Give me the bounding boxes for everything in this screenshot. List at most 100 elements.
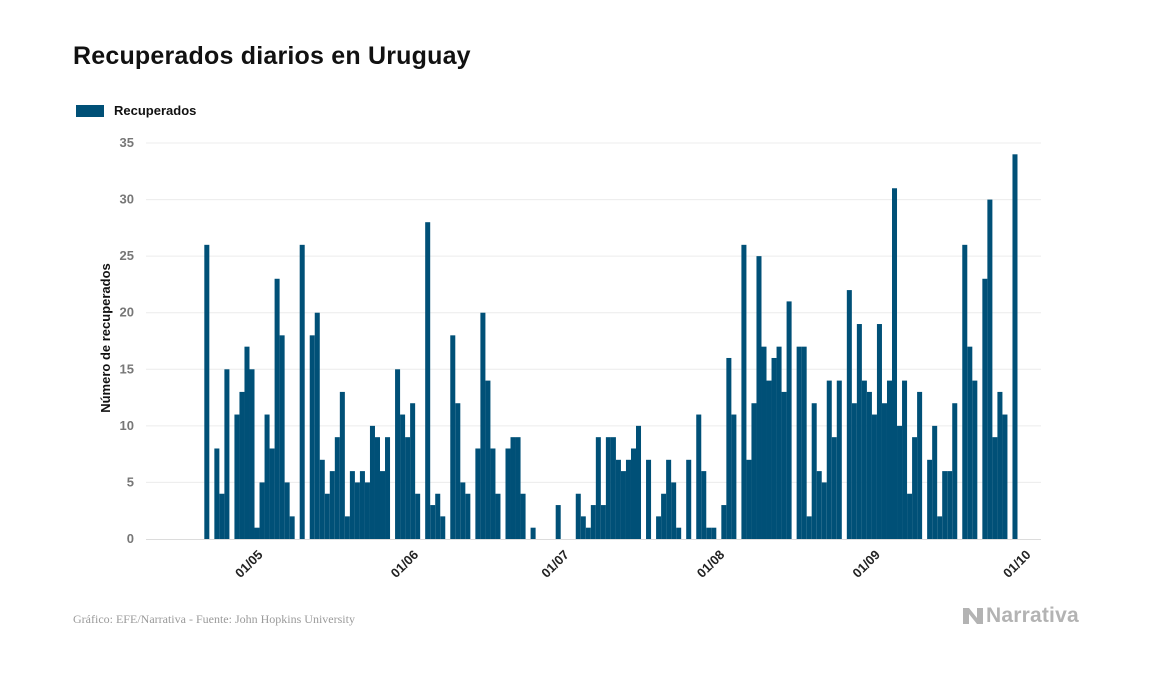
bar [485,380,491,539]
bar [279,335,285,539]
bar [796,346,802,539]
bar [836,380,842,539]
bar [786,301,792,539]
y-tick-label: 20 [120,305,134,320]
source-credit: Gráfico: EFE/Narrativa - Fuente: John Ho… [73,612,355,626]
bar [354,482,360,539]
bar [590,505,596,539]
bar [490,448,496,539]
bar [942,471,948,539]
bar [605,437,611,539]
bar [917,391,923,539]
legend-label: Recuperados [114,103,197,118]
bar [866,391,872,539]
bar [309,335,315,539]
bar [666,459,672,539]
bar [475,448,481,539]
bar [676,527,682,539]
x-tick-label: 01/07 [538,547,572,581]
bar [219,493,225,539]
bar [395,369,401,539]
legend: Recuperados [76,103,196,118]
x-tick-label: 01/10 [1000,547,1034,581]
bar [425,222,431,539]
bar [771,357,777,539]
bar [886,380,892,539]
grid-lines [146,142,1041,483]
bar [902,380,908,539]
bar [1012,154,1018,539]
bar [555,505,561,539]
bar [515,437,521,539]
bar [851,403,857,539]
bar [214,448,220,539]
bar [410,403,416,539]
bar [239,391,245,539]
bar [876,324,882,539]
bar [244,346,250,539]
bar [766,380,772,539]
bar [585,527,591,539]
bar [831,437,837,539]
bar [435,493,441,539]
bar [369,425,375,539]
chart-title: Recuperados diarios en Uruguay [73,42,471,70]
bar [630,448,636,539]
bar [625,459,631,539]
bar [746,459,752,539]
bar [907,493,913,539]
bar [580,516,586,539]
bar [575,493,581,539]
bar [600,505,606,539]
bar [234,414,240,539]
bar [1002,414,1008,539]
bar [465,493,471,539]
bar [801,346,807,539]
bar [927,459,933,539]
bar [982,278,988,539]
x-axis-ticks: 01/05 01/06 01/07 01/08 01/09 01/10 [232,547,1034,581]
y-tick-label: 10 [120,418,134,433]
bar [329,471,335,539]
bar [224,369,230,539]
brand-logo: Narrativa [962,604,1079,628]
bar [405,437,411,539]
bar [440,516,446,539]
bar [204,244,210,539]
bar [259,482,265,539]
bar [912,437,918,539]
bar [881,403,887,539]
bar [861,380,867,539]
bar [274,278,280,539]
bar [324,493,330,539]
x-tick-label: 01/08 [694,547,728,581]
bar [364,482,370,539]
bar [751,403,757,539]
bar [415,493,421,539]
bar [254,527,260,539]
bar [856,324,862,539]
bar [460,482,466,539]
bar [972,380,978,539]
bar [811,403,817,539]
y-tick-label: 30 [120,192,134,207]
bar [671,482,677,539]
bar [711,527,717,539]
bar [846,290,852,539]
bar [495,493,501,539]
bar [816,471,822,539]
bar [334,437,340,539]
bar [520,493,526,539]
x-tick-label: 01/09 [849,547,883,581]
brand-name: Narrativa [986,604,1079,627]
bar [510,437,516,539]
bar [530,527,536,539]
bar [344,516,350,539]
bar [284,482,290,539]
legend-swatch [76,104,104,117]
bar [987,199,993,539]
y-tick-label: 25 [120,248,134,263]
bar [781,391,787,539]
bar [897,425,903,539]
